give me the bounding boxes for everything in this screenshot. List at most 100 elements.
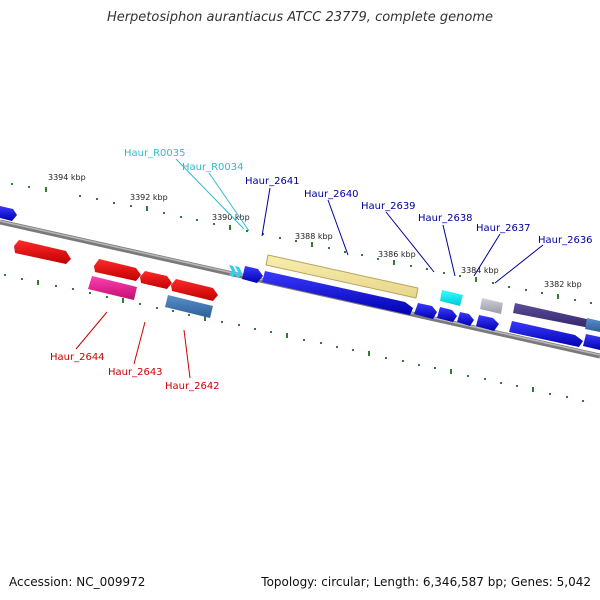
gene-feature[interactable] [94, 259, 141, 281]
gene-feature[interactable] [140, 271, 172, 289]
gene-feature-2640-hl[interactable] [265, 254, 419, 299]
ruler-dot [279, 237, 281, 239]
gene-feature[interactable] [0, 206, 17, 221]
ruler-dot [156, 307, 158, 309]
ruler-dot [582, 400, 584, 402]
gene-feature-2638[interactable] [457, 312, 474, 326]
ruler-tick [204, 316, 206, 321]
ruler-tick [146, 206, 148, 211]
ruler-dot [79, 195, 81, 197]
ruler-dot [541, 292, 543, 294]
ruler-labels: 3394 kbp 3392 kbp 3390 kbp 3388 kbp 3386… [48, 173, 582, 289]
ruler-dot [508, 286, 510, 288]
gene-label[interactable]: Haur_2642 [165, 381, 220, 392]
ruler-tick [45, 187, 47, 192]
ruler-dot [385, 357, 387, 359]
gene-feature-2640[interactable] [262, 271, 413, 315]
ruler-dot [4, 274, 6, 276]
gene-feature[interactable] [14, 240, 71, 264]
gene-label[interactable]: Haur_2643 [108, 367, 163, 378]
ruler-tick [368, 351, 370, 356]
ruler-dot [139, 303, 141, 305]
gene-feature-2639[interactable] [414, 303, 437, 319]
ruler-dot [113, 202, 115, 204]
ruler-dot [418, 364, 420, 366]
gene-label[interactable]: Haur_2638 [418, 213, 473, 224]
gene-label[interactable]: Haur_2641 [245, 176, 300, 187]
ruler-tick [557, 294, 559, 299]
ruler-dot [590, 302, 592, 304]
ruler-dot [467, 375, 469, 377]
gene-label[interactable]: Haur_2639 [361, 201, 416, 212]
ruler-dot [28, 186, 30, 188]
kbp-label: 3388 kbp [295, 232, 333, 241]
accession-label: Accession: [9, 575, 73, 589]
ruler-dot [172, 310, 174, 312]
ruler-dot [574, 299, 576, 301]
ruler-dot [443, 272, 445, 274]
ruler-dot [328, 247, 330, 249]
gene-feature[interactable] [171, 279, 218, 301]
genes-value: 5,042 [556, 575, 591, 589]
ruler-dot [246, 230, 248, 232]
gene-feature-grey[interactable] [480, 298, 503, 314]
gene-feature-2636[interactable] [509, 321, 583, 347]
gene-feature-2644[interactable] [88, 276, 137, 300]
gene-feature[interactable] [583, 334, 600, 350]
ruler-dot [484, 378, 486, 380]
ruler-dot [213, 223, 215, 225]
gene-label[interactable]: Haur_2644 [50, 352, 105, 363]
gene-label[interactable]: Haur_2640 [304, 189, 359, 200]
ruler-dot [500, 382, 502, 384]
ruler-dot [525, 289, 527, 291]
gene-feature-steel-r[interactable] [585, 318, 600, 332]
ruler-dot [402, 360, 404, 362]
ruler-tick [122, 298, 124, 303]
topology-value: circular; [321, 575, 370, 589]
ruler-dot [55, 285, 57, 287]
gene-feature-2637[interactable] [476, 315, 499, 331]
kbp-label: 3394 kbp [48, 173, 86, 182]
kbp-label: 3382 kbp [544, 280, 582, 289]
gene-feature[interactable] [437, 307, 457, 322]
gene-label[interactable]: Haur_R0035 [124, 148, 186, 159]
ruler-tick [311, 242, 313, 247]
ruler-dot [96, 198, 98, 200]
ruler-dot [238, 324, 240, 326]
gene-feature-purple[interactable] [513, 303, 600, 330]
gene-label[interactable]: Haur_2637 [476, 223, 531, 234]
gene-feature-2641[interactable] [242, 266, 263, 283]
gene-label[interactable]: Haur_R0034 [182, 162, 244, 173]
ruler-dot [21, 278, 23, 280]
ruler-dot [221, 321, 223, 323]
label-leaders [75, 158, 544, 379]
ruler-tick [475, 277, 477, 282]
leader-2644 [75, 311, 108, 350]
ruler-dot [89, 292, 91, 294]
ruler-dot [130, 205, 132, 207]
genes-label: Genes: [510, 575, 553, 589]
gene-label[interactable]: Haur_2636 [538, 235, 593, 246]
genome-summary: Topology: circular; Length: 6,346,587 bp… [261, 575, 591, 589]
ruler-dot [196, 219, 198, 221]
ruler-dot [188, 314, 190, 316]
ruler-dot [320, 342, 322, 344]
ruler-dot [336, 346, 338, 348]
ruler-upper [11, 183, 592, 304]
gene-feature-2642[interactable] [165, 295, 213, 318]
ruler-dot [516, 385, 518, 387]
ruler-dot [262, 233, 264, 235]
ruler-dot [72, 288, 74, 290]
gene-rna-feature[interactable] [229, 265, 236, 277]
leader-2638 [442, 224, 456, 277]
leader-rna-0035 [175, 158, 245, 230]
gene-rna-feature[interactable] [235, 266, 242, 278]
ruler-dot [410, 265, 412, 267]
ruler-dot [11, 183, 13, 185]
ruler-tick [37, 280, 39, 285]
gene-feature-cyan[interactable] [440, 290, 463, 306]
ruler-dot [254, 328, 256, 330]
ruler-dot [492, 282, 494, 284]
leader-2640 [327, 199, 349, 256]
